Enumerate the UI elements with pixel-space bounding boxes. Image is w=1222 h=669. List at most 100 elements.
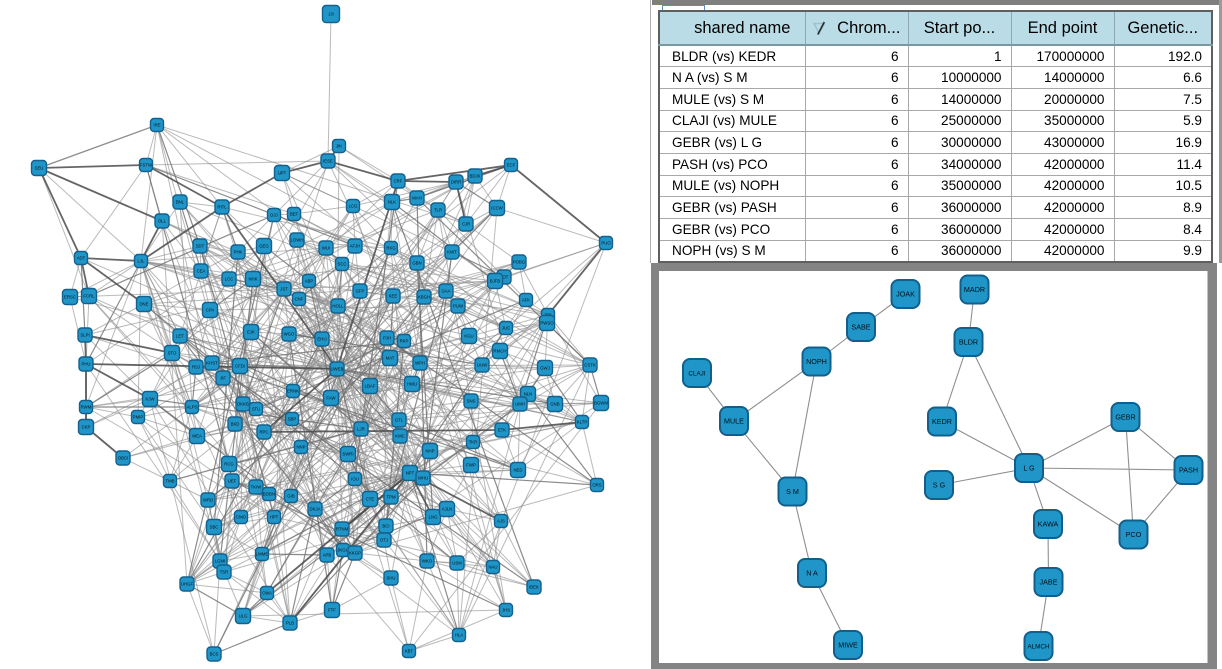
svg-text:UPT: UPT <box>278 171 287 176</box>
svg-text:KAWA: KAWA <box>1038 519 1059 528</box>
svg-text:IOU: IOU <box>351 477 359 482</box>
svg-text:UMH: UMH <box>515 402 525 407</box>
svg-text:NHK: NHK <box>248 277 257 282</box>
svg-text:LCC: LCC <box>225 277 234 282</box>
svg-text:RTNM: RTNM <box>336 527 349 532</box>
svg-text:UEF: UEF <box>228 479 237 484</box>
svg-text:WPH: WPH <box>415 361 425 366</box>
svg-text:CEA: CEA <box>197 269 206 274</box>
svg-text:MAT: MAT <box>386 356 395 361</box>
svg-text:GEBR: GEBR <box>1115 412 1135 421</box>
svg-text:EJK: EJK <box>247 330 255 335</box>
svg-text:OLL: OLL <box>158 219 167 224</box>
svg-text:USM: USM <box>452 561 462 566</box>
svg-text:LJR: LJR <box>357 427 365 432</box>
svg-text:JUC: JUC <box>502 326 510 331</box>
svg-text:BNL: BNL <box>176 200 185 205</box>
svg-text:AJLN: AJLN <box>442 507 453 512</box>
svg-text:PCO: PCO <box>1126 530 1142 539</box>
svg-text:TKIW: TKIW <box>251 485 263 490</box>
svg-text:KJW: KJW <box>145 397 155 402</box>
svg-text:RWM: RWM <box>81 405 92 410</box>
svg-text:RCG: RCG <box>224 462 234 467</box>
svg-text:TMB: TMB <box>165 479 174 484</box>
svg-text:KLTP: KLTP <box>577 420 588 425</box>
svg-text:BLDR: BLDR <box>959 337 978 346</box>
svg-text:TSR: TSR <box>220 570 229 575</box>
svg-text:KWT: KWT <box>447 250 457 255</box>
svg-text:WUI: WUI <box>322 246 330 251</box>
svg-text:RITL: RITL <box>217 205 227 210</box>
svg-text:IESE: IESE <box>323 159 333 164</box>
svg-text:JIK: JIK <box>336 144 342 149</box>
svg-text:OBCI: OBCI <box>118 456 129 461</box>
svg-text:MADR: MADR <box>964 285 985 294</box>
svg-text:LET: LET <box>176 334 184 339</box>
svg-text:GBN: GBN <box>412 261 421 266</box>
svg-text:LOWH: LOWH <box>291 238 304 243</box>
svg-text:FAW: FAW <box>326 396 336 401</box>
svg-text:L G: L G <box>1023 463 1035 472</box>
svg-text:KEE: KEE <box>389 294 398 299</box>
svg-text:BKD: BKD <box>231 422 240 427</box>
svg-text:LMME: LMME <box>256 552 269 557</box>
svg-text:GIB: GIB <box>287 494 295 499</box>
svg-text:NNP: NNP <box>296 445 305 450</box>
svg-text:LBAF: LBAF <box>365 384 376 389</box>
svg-text:CRF: CRF <box>394 179 403 184</box>
svg-text:CLAJI: CLAJI <box>688 370 705 377</box>
svg-text:CFDI: CFDI <box>235 364 245 369</box>
svg-text:GAA: GAA <box>441 289 450 294</box>
svg-text:AOT: AOT <box>500 275 509 280</box>
svg-text:SBC: SBC <box>210 525 219 530</box>
svg-text:DKKB: DKKB <box>237 402 249 407</box>
svg-text:SCC: SCC <box>337 262 346 267</box>
svg-text:NED: NED <box>513 468 522 473</box>
svg-text:NOPH: NOPH <box>806 357 827 366</box>
svg-text:ADT: ADT <box>77 256 86 261</box>
svg-text:FSTW: FSTW <box>140 163 153 168</box>
svg-text:RPC: RPC <box>259 430 268 435</box>
svg-text:MIWE: MIWE <box>838 640 858 649</box>
svg-text:ALPS: ALPS <box>187 405 198 410</box>
svg-text:SEU: SEU <box>35 166 44 171</box>
svg-text:WRD: WRD <box>203 498 213 503</box>
svg-text:UHGF: UHGF <box>181 582 194 587</box>
svg-text:KBT: KBT <box>405 649 414 654</box>
svg-text:ERSC: ERSC <box>64 295 76 300</box>
svg-text:ORS: ORS <box>592 483 601 488</box>
svg-text:APB: APB <box>323 553 332 558</box>
svg-text:RKP: RKP <box>400 339 409 344</box>
svg-text:ALMCH: ALMCH <box>1027 643 1049 650</box>
svg-text:GEG: GEG <box>259 244 269 249</box>
svg-text:SNS: SNS <box>467 399 476 404</box>
svg-text:RKG: RKG <box>386 246 396 251</box>
svg-text:DKJA: DKJA <box>310 507 321 512</box>
svg-text:SDT: SDT <box>196 244 205 249</box>
svg-text:PLB: PLB <box>286 621 294 626</box>
svg-text:BOBN: BOBN <box>263 492 275 497</box>
svg-text:AFK: AFK <box>522 298 530 303</box>
svg-text:GFP: GFP <box>356 289 365 294</box>
svg-text:PWSO: PWSO <box>540 321 554 326</box>
svg-text:MULE: MULE <box>724 416 744 425</box>
svg-text:ECF: ECF <box>507 163 516 168</box>
svg-text:JKGU: JKGU <box>337 548 348 553</box>
svg-text:KGU: KGU <box>464 334 473 339</box>
svg-text:BGWM: BGWM <box>594 401 608 406</box>
svg-text:BJFB: BJFB <box>490 279 501 284</box>
svg-text:FTF: FTF <box>328 608 336 613</box>
svg-text:S G: S G <box>933 480 946 489</box>
svg-text:KHST: KHST <box>206 361 218 366</box>
svg-text:HPT: HPT <box>270 515 279 520</box>
svg-text:PUO: PUO <box>601 241 611 246</box>
svg-text:ETK: ETK <box>498 428 506 433</box>
svg-text:RSJ: RSJ <box>192 365 200 370</box>
svg-text:BCS: BCS <box>210 652 219 657</box>
svg-text:FCRL: FCRL <box>83 294 95 299</box>
svg-text:FWP: FWP <box>466 463 476 468</box>
svg-text:JOAK: JOAK <box>896 289 915 298</box>
svg-text:JJI: JJI <box>328 12 334 17</box>
svg-text:OTJ: OTJ <box>380 538 388 543</box>
svg-text:SBP: SBP <box>288 417 297 422</box>
